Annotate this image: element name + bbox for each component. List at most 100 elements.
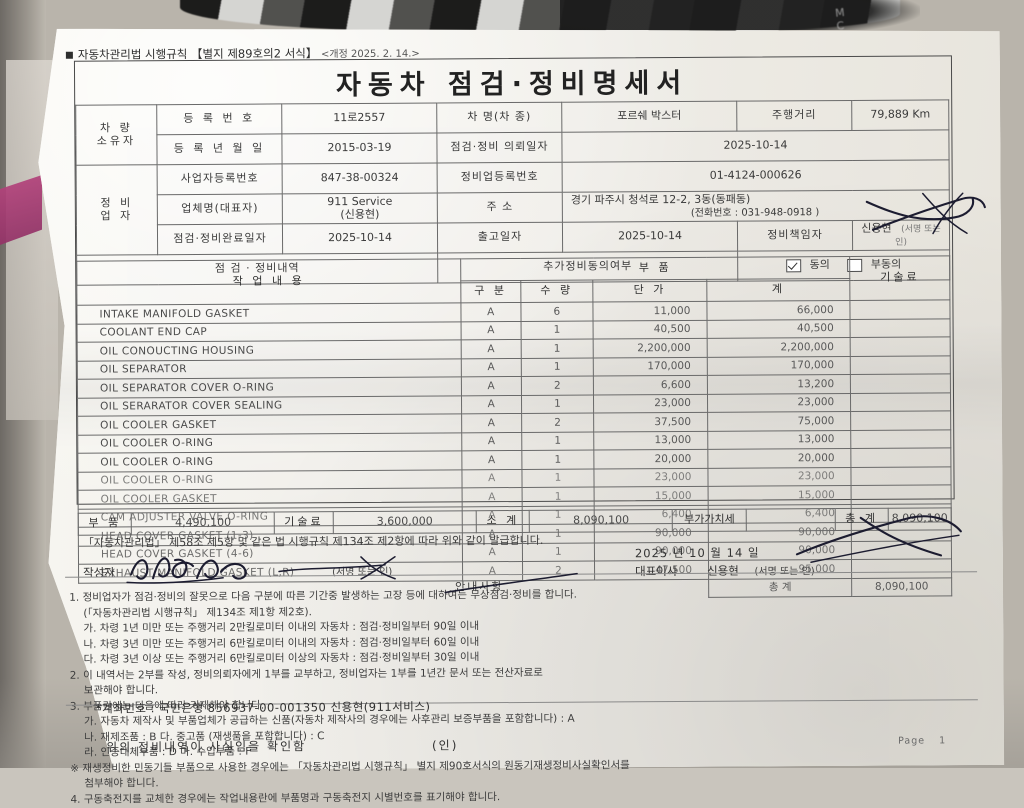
item-division: A bbox=[461, 450, 522, 470]
vehicle-name-value: 포르쉐 박스터 bbox=[561, 101, 737, 133]
item-amount: 170,000 bbox=[707, 355, 851, 376]
item-labor bbox=[851, 466, 952, 486]
address-cell: 경기 파주시 청석로 12-2, 3동(동패동) (전화번호 : 031-948… bbox=[562, 189, 950, 223]
bullet-square-icon bbox=[65, 51, 73, 59]
writer-line: 작성자 (서명 또는 인) bbox=[83, 563, 392, 581]
grand-total-label: 총 계 bbox=[834, 508, 889, 531]
item-amount: 23,000 bbox=[707, 392, 851, 413]
mileage-value: 79,889 Km bbox=[851, 99, 949, 131]
item-amount: 40,500 bbox=[706, 318, 851, 339]
ceo-line: 대표이사 신용현 (서명 또는 인) bbox=[635, 562, 815, 579]
item-labor bbox=[850, 429, 951, 449]
legal-statement: 「자동차관리법」 제58조 제5항 및 같은 법 시행규칙 제134조 제2항에… bbox=[82, 533, 544, 550]
col-division-header: 구 분 bbox=[460, 280, 521, 303]
col-qty-header: 수 량 bbox=[520, 280, 594, 303]
item-unit-price: 20,000 bbox=[594, 449, 708, 469]
item-qty: 1 bbox=[520, 357, 594, 377]
item-unit-price: 11,000 bbox=[593, 301, 707, 321]
col-amount-header: 계 bbox=[706, 278, 851, 302]
manager-label: 정비책임자 bbox=[737, 220, 853, 252]
item-labor bbox=[851, 558, 952, 578]
item-unit-price: 23,000 bbox=[593, 393, 708, 414]
item-job: OIL CONOUCTING HOUSING bbox=[77, 339, 462, 361]
company-name: 911 Service bbox=[327, 194, 393, 209]
item-qty: 1 bbox=[521, 487, 595, 506]
item-qty: 1 bbox=[521, 431, 595, 451]
item-job: OIL COOLER O-RING bbox=[77, 432, 462, 454]
item-job: OIL COOLER GASKET bbox=[77, 413, 462, 435]
request-date-value: 2025-10-14 bbox=[561, 129, 950, 163]
item-amount: 13,000 bbox=[707, 429, 852, 450]
item-division: A bbox=[461, 413, 522, 433]
vehicle-name-label: 차 명(차 종) bbox=[436, 102, 562, 133]
items-rows-body: INTAKE MANIFOLD GASKET A 6 11,000 66,000 COOL… bbox=[76, 299, 952, 601]
item-job: OIL COOLER GASKET bbox=[78, 487, 463, 509]
issue-date: 2025 년 10 월 14 일 bbox=[634, 545, 760, 561]
item-job: OIL SEPARATOR COVER O-RING bbox=[77, 376, 462, 398]
shop-reg-label: 정비업등록번호 bbox=[437, 162, 563, 193]
item-amount: 75,000 bbox=[707, 411, 851, 431]
col-labor-header: 기술료 bbox=[849, 255, 950, 301]
item-labor bbox=[850, 336, 951, 356]
parts-total-label: 부 품 bbox=[78, 512, 132, 536]
item-labor bbox=[851, 447, 951, 467]
item-qty: 6 bbox=[520, 302, 594, 321]
delivery-label: 출고일자 bbox=[437, 222, 563, 253]
item-labor bbox=[850, 318, 951, 338]
subtotal-value: 8,090,100 bbox=[529, 509, 673, 533]
item-qty: 2 bbox=[522, 561, 595, 580]
item-unit-price: 15,000 bbox=[594, 486, 709, 506]
item-job: COOLANT END CAP bbox=[77, 321, 461, 343]
company-value: 911 Service (신용현) bbox=[282, 192, 438, 224]
address-value: 경기 파주시 청석로 12-2, 3동(동패동) bbox=[570, 192, 751, 207]
page-number: 1 bbox=[939, 735, 947, 747]
item-labor bbox=[850, 410, 951, 430]
item-job: OIL COOLER O-RING bbox=[77, 469, 462, 491]
reg-no-label: 등 록 번 호 bbox=[156, 103, 282, 135]
item-qty: 1 bbox=[521, 450, 595, 469]
repair-statement-document: 자동차관리법 시행규칙 【별지 제89호의2 서식】 <개정 2025. 2. … bbox=[32, 23, 1005, 806]
item-qty: 1 bbox=[520, 339, 594, 358]
col-parts-group-header: 부 품 bbox=[460, 256, 850, 281]
confirmation-text: 위의 정비내역이 사실임을 확인함 bbox=[106, 739, 307, 755]
labor-total-label: 기술료 bbox=[274, 511, 334, 534]
reg-no-value: 11로2557 bbox=[281, 102, 437, 134]
item-division: A bbox=[460, 320, 521, 340]
item-job: OIL COOLER O-RING bbox=[77, 450, 462, 472]
address-label: 주 소 bbox=[437, 192, 563, 223]
item-unit-price: 13,000 bbox=[593, 430, 708, 451]
confirmation-seal: (인) bbox=[431, 738, 459, 753]
item-division: A bbox=[461, 487, 522, 507]
confirmation-line: 위의 정비내역이 사실임을 확인함 (인) bbox=[106, 736, 458, 755]
item-amount: 20,000 bbox=[707, 448, 852, 468]
writer-seal: (서명 또는 인) bbox=[332, 566, 393, 579]
complete-date-label: 점검·정비완료일자 bbox=[157, 223, 283, 255]
parts-total-value: 4,490,100 bbox=[131, 511, 275, 535]
notes-list: 1. 정비업자가 점검·정비의 잘못으로 다음 구분에 따른 기간중 발생하는 … bbox=[69, 585, 976, 808]
complete-date-value: 2025-10-14 bbox=[282, 222, 438, 254]
ceo-label: 대표이사 bbox=[635, 564, 678, 579]
reg-date-label: 등 록 년 월 일 bbox=[156, 133, 283, 165]
item-labor bbox=[851, 484, 952, 504]
vat-label: 부가가치세 bbox=[672, 509, 747, 532]
item-labor bbox=[850, 299, 951, 319]
item-qty: 1 bbox=[520, 320, 594, 340]
request-date-label: 점검·정비 의뢰일자 bbox=[436, 132, 563, 163]
item-qty: 1 bbox=[521, 468, 595, 488]
item-division: A bbox=[461, 394, 522, 414]
reg-date-value: 2015-03-19 bbox=[281, 132, 438, 164]
item-unit-price: 23,000 bbox=[594, 467, 708, 488]
item-amount: 15,000 bbox=[707, 485, 852, 505]
grand-total-value: 8,090,100 bbox=[888, 507, 952, 531]
item-labor bbox=[850, 355, 951, 375]
page-indicator: Page 1 bbox=[898, 735, 946, 746]
biz-no-value: 847-38-00324 bbox=[282, 162, 438, 194]
vat-value bbox=[745, 508, 835, 532]
col-unit-price-header: 단 가 bbox=[593, 279, 707, 303]
phone-text: (전화번호 : 031-948-0918 ) bbox=[690, 206, 820, 219]
item-division: A bbox=[461, 357, 521, 377]
company-label: 업체명(대표자) bbox=[157, 193, 283, 225]
item-division: A bbox=[461, 468, 522, 488]
manager-seal: (서명 또는 인) bbox=[895, 224, 941, 248]
